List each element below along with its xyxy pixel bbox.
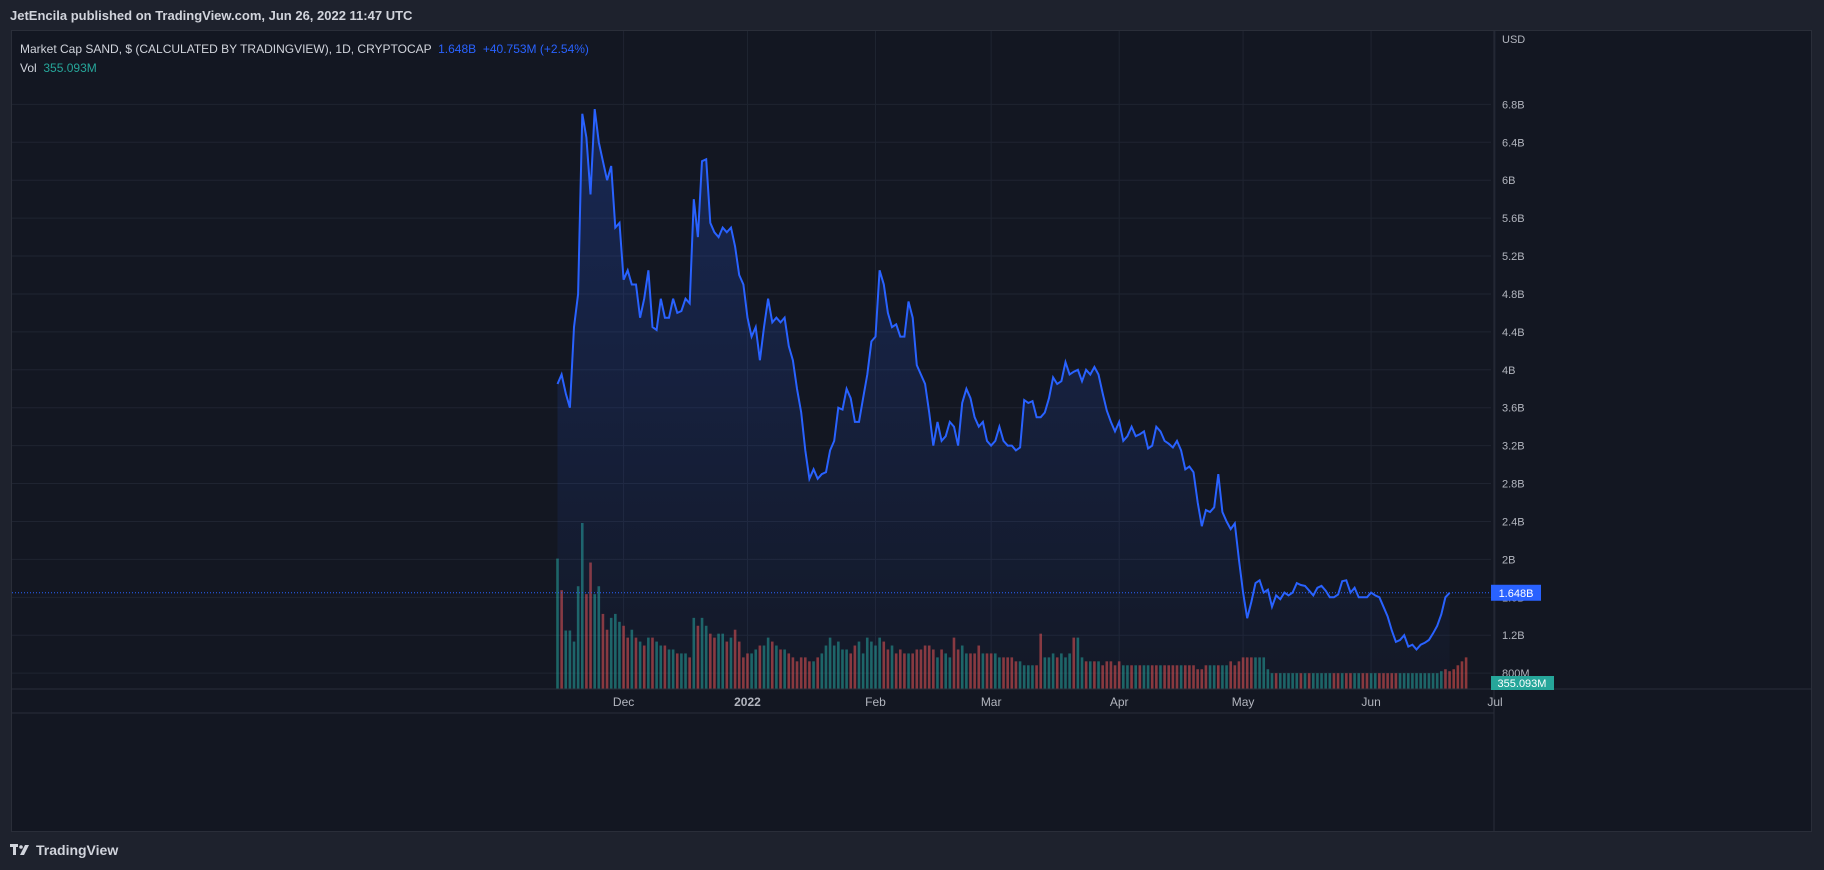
currency-label: USD <box>1502 34 1525 46</box>
y-tick-label: 6B <box>1502 175 1515 187</box>
tradingview-brand[interactable]: TradingView <box>36 842 119 858</box>
x-tick-label: Mar <box>981 695 1002 709</box>
x-tick-label: Dec <box>613 695 634 709</box>
publisher-header: JetEncila published on TradingView.com, … <box>10 8 413 23</box>
last-value-badge-text: 1.648B <box>1499 588 1534 600</box>
footer: TradingView <box>10 842 118 858</box>
market-cap-area <box>557 109 1450 690</box>
last-volume-badge <box>1491 676 1554 690</box>
tradingview-logo-icon <box>10 844 29 855</box>
x-tick-label: Jul <box>1487 695 1502 709</box>
x-tick-label: Apr <box>1110 695 1129 709</box>
volume-bar <box>1452 669 1456 689</box>
change-value: +40.753M (+2.54%) <box>482 42 589 56</box>
chart-legend: Market Cap SAND, $ (CALCULATED BY TRADIN… <box>20 40 589 78</box>
x-tick-label: Jun <box>1361 695 1380 709</box>
y-tick-label: 4B <box>1502 365 1515 377</box>
volume-bar <box>1464 657 1468 689</box>
y-tick-label: 2.8B <box>1502 479 1525 491</box>
volume-label[interactable]: Vol <box>20 61 37 75</box>
x-tick-label: May <box>1232 695 1255 709</box>
y-tick-label: 1.2B <box>1502 630 1525 642</box>
y-tick-label: 2.4B <box>1502 516 1525 528</box>
symbol-title[interactable]: Market Cap SAND, $ (CALCULATED BY TRADIN… <box>20 42 432 56</box>
y-tick-label: 3.2B <box>1502 441 1525 453</box>
volume-bar <box>1456 665 1460 689</box>
y-tick-label: 6.8B <box>1502 99 1525 111</box>
y-tick-label: 3.6B <box>1502 403 1525 415</box>
x-tick-label: 2022 <box>734 695 761 709</box>
market-cap-chart[interactable]: 800M1.2B1.6B2B2.4B2.8B3.2B3.6B4B4.4B4.8B… <box>12 31 1811 831</box>
last-volume-badge-text: 355.093M <box>1498 678 1547 690</box>
chart-panel[interactable]: 800M1.2B1.6B2B2.4B2.8B3.2B3.6B4B4.4B4.8B… <box>11 30 1812 832</box>
y-tick-label: 5.2B <box>1502 251 1525 263</box>
last-value: 1.648B <box>438 42 477 56</box>
market-cap-line <box>556 108 1451 652</box>
y-tick-label: 5.6B <box>1502 213 1525 225</box>
y-tick-label: 6.4B <box>1502 137 1525 149</box>
last-value-badge <box>1491 584 1541 601</box>
x-tick-label: Feb <box>865 695 886 709</box>
volume-value: 355.093M <box>43 61 97 75</box>
axis-labels: 800M1.2B1.6B2B2.4B2.8B3.2B3.6B4B4.4B4.8B… <box>613 34 1554 709</box>
y-tick-label: 4.4B <box>1502 327 1525 339</box>
y-tick-label: 2B <box>1502 554 1515 566</box>
volume-bar <box>1460 661 1464 689</box>
y-tick-label: 4.8B <box>1502 289 1525 301</box>
